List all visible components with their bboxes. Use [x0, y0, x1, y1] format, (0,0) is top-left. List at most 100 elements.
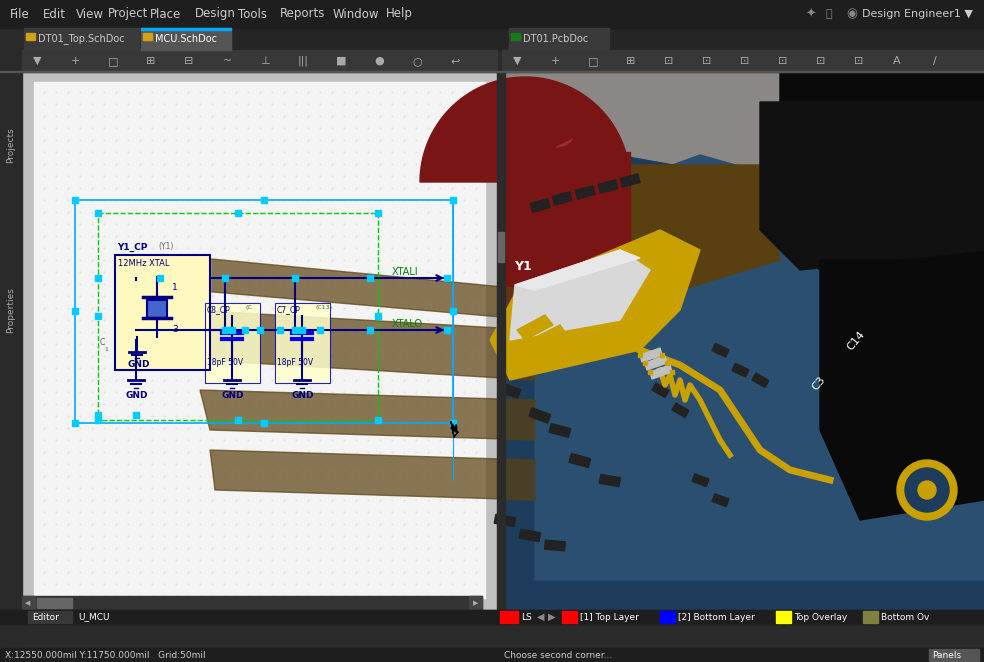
Polygon shape	[760, 102, 984, 270]
Text: /: /	[933, 56, 937, 66]
Bar	[277, 327, 283, 333]
Text: ◉: ◉	[846, 7, 857, 21]
Bar	[24, 28, 139, 50]
Bar	[692, 474, 708, 487]
Bar	[0, 28, 984, 50]
Text: |||: |||	[297, 56, 308, 66]
Polygon shape	[556, 139, 573, 147]
Bar	[530, 199, 550, 212]
Bar	[598, 180, 618, 193]
Bar	[497, 50, 505, 662]
Text: LS: LS	[521, 612, 531, 622]
Text: 1: 1	[172, 283, 178, 291]
Text: GND: GND	[128, 360, 151, 369]
Text: Bottom Ov: Bottom Ov	[881, 612, 929, 622]
Bar	[261, 197, 267, 203]
Text: ⊡: ⊡	[778, 56, 787, 66]
Text: C7_CP: C7_CP	[277, 305, 301, 314]
Text: +: +	[550, 56, 560, 66]
Bar	[143, 33, 152, 40]
Bar	[670, 370, 674, 374]
Bar	[141, 28, 231, 50]
Bar	[505, 152, 630, 352]
Bar	[752, 373, 769, 387]
Bar	[95, 412, 101, 418]
Polygon shape	[451, 422, 458, 437]
Bar	[502, 50, 984, 72]
Text: A: A	[893, 56, 900, 66]
Text: Tools: Tools	[238, 7, 267, 21]
Text: MCU.SchDoc: MCU.SchDoc	[155, 34, 217, 44]
Text: ⊡: ⊡	[703, 56, 711, 66]
Polygon shape	[510, 250, 650, 340]
Circle shape	[905, 468, 949, 512]
Bar	[72, 308, 78, 314]
Bar	[141, 28, 231, 30]
Bar	[275, 303, 330, 383]
Bar	[672, 403, 689, 418]
Bar	[26, 33, 35, 40]
Text: Place: Place	[150, 7, 181, 21]
Text: C: C	[100, 338, 105, 347]
Text: Help: Help	[386, 7, 413, 21]
Text: □: □	[108, 56, 118, 66]
Text: ↩: ↩	[451, 56, 460, 66]
Bar	[22, 72, 497, 610]
Bar	[520, 530, 540, 542]
Bar	[450, 308, 456, 314]
Bar	[0, 610, 984, 624]
Bar	[222, 275, 228, 281]
Text: ⊡: ⊡	[854, 56, 864, 66]
Text: +: +	[70, 56, 80, 66]
Bar	[72, 197, 78, 203]
Text: ◀: ◀	[26, 600, 31, 606]
Bar	[552, 192, 572, 205]
Bar	[34, 82, 485, 598]
Bar	[205, 303, 260, 383]
Bar	[643, 361, 647, 365]
Bar	[505, 72, 984, 610]
Bar	[375, 313, 381, 319]
Bar	[72, 420, 78, 426]
Polygon shape	[515, 250, 640, 290]
Text: 🔔: 🔔	[826, 9, 832, 19]
Text: ⊡: ⊡	[664, 56, 674, 66]
Circle shape	[897, 460, 957, 520]
Bar	[576, 186, 595, 199]
Bar	[95, 275, 101, 281]
Polygon shape	[545, 335, 582, 360]
Bar	[712, 344, 729, 357]
Text: Top Overlay: Top Overlay	[794, 612, 847, 622]
Bar	[75, 200, 453, 423]
Bar	[562, 611, 577, 623]
Text: XTALO: XTALO	[392, 319, 423, 329]
Text: ■: ■	[336, 56, 346, 66]
Bar	[712, 494, 729, 506]
Text: U_MCU: U_MCU	[78, 612, 109, 622]
Text: Projects: Projects	[7, 127, 16, 163]
Text: Project: Project	[108, 7, 149, 21]
Polygon shape	[190, 310, 535, 380]
Text: X:12550.000mil Y:11750.000mil   Grid:50mil: X:12550.000mil Y:11750.000mil Grid:50mil	[5, 651, 206, 659]
Text: ○: ○	[412, 56, 422, 66]
Text: ⊡: ⊡	[817, 56, 826, 66]
Text: C3: C3	[810, 374, 828, 392]
Polygon shape	[420, 77, 630, 182]
Bar	[22, 50, 497, 72]
Text: 12MHz XTAL: 12MHz XTAL	[118, 260, 169, 269]
Bar	[509, 28, 609, 50]
Bar	[660, 611, 675, 623]
Text: 18pF 50V: 18pF 50V	[207, 358, 243, 367]
Bar	[776, 611, 791, 623]
Text: File: File	[10, 7, 30, 21]
Text: □: □	[587, 56, 598, 66]
Text: Window: Window	[333, 7, 380, 21]
Bar	[299, 327, 305, 333]
Text: C8_CP: C8_CP	[207, 305, 231, 314]
Bar	[317, 327, 323, 333]
Circle shape	[918, 481, 936, 499]
Bar	[544, 540, 566, 551]
Bar	[0, 610, 984, 624]
Bar	[157, 275, 163, 281]
Bar	[95, 210, 101, 216]
